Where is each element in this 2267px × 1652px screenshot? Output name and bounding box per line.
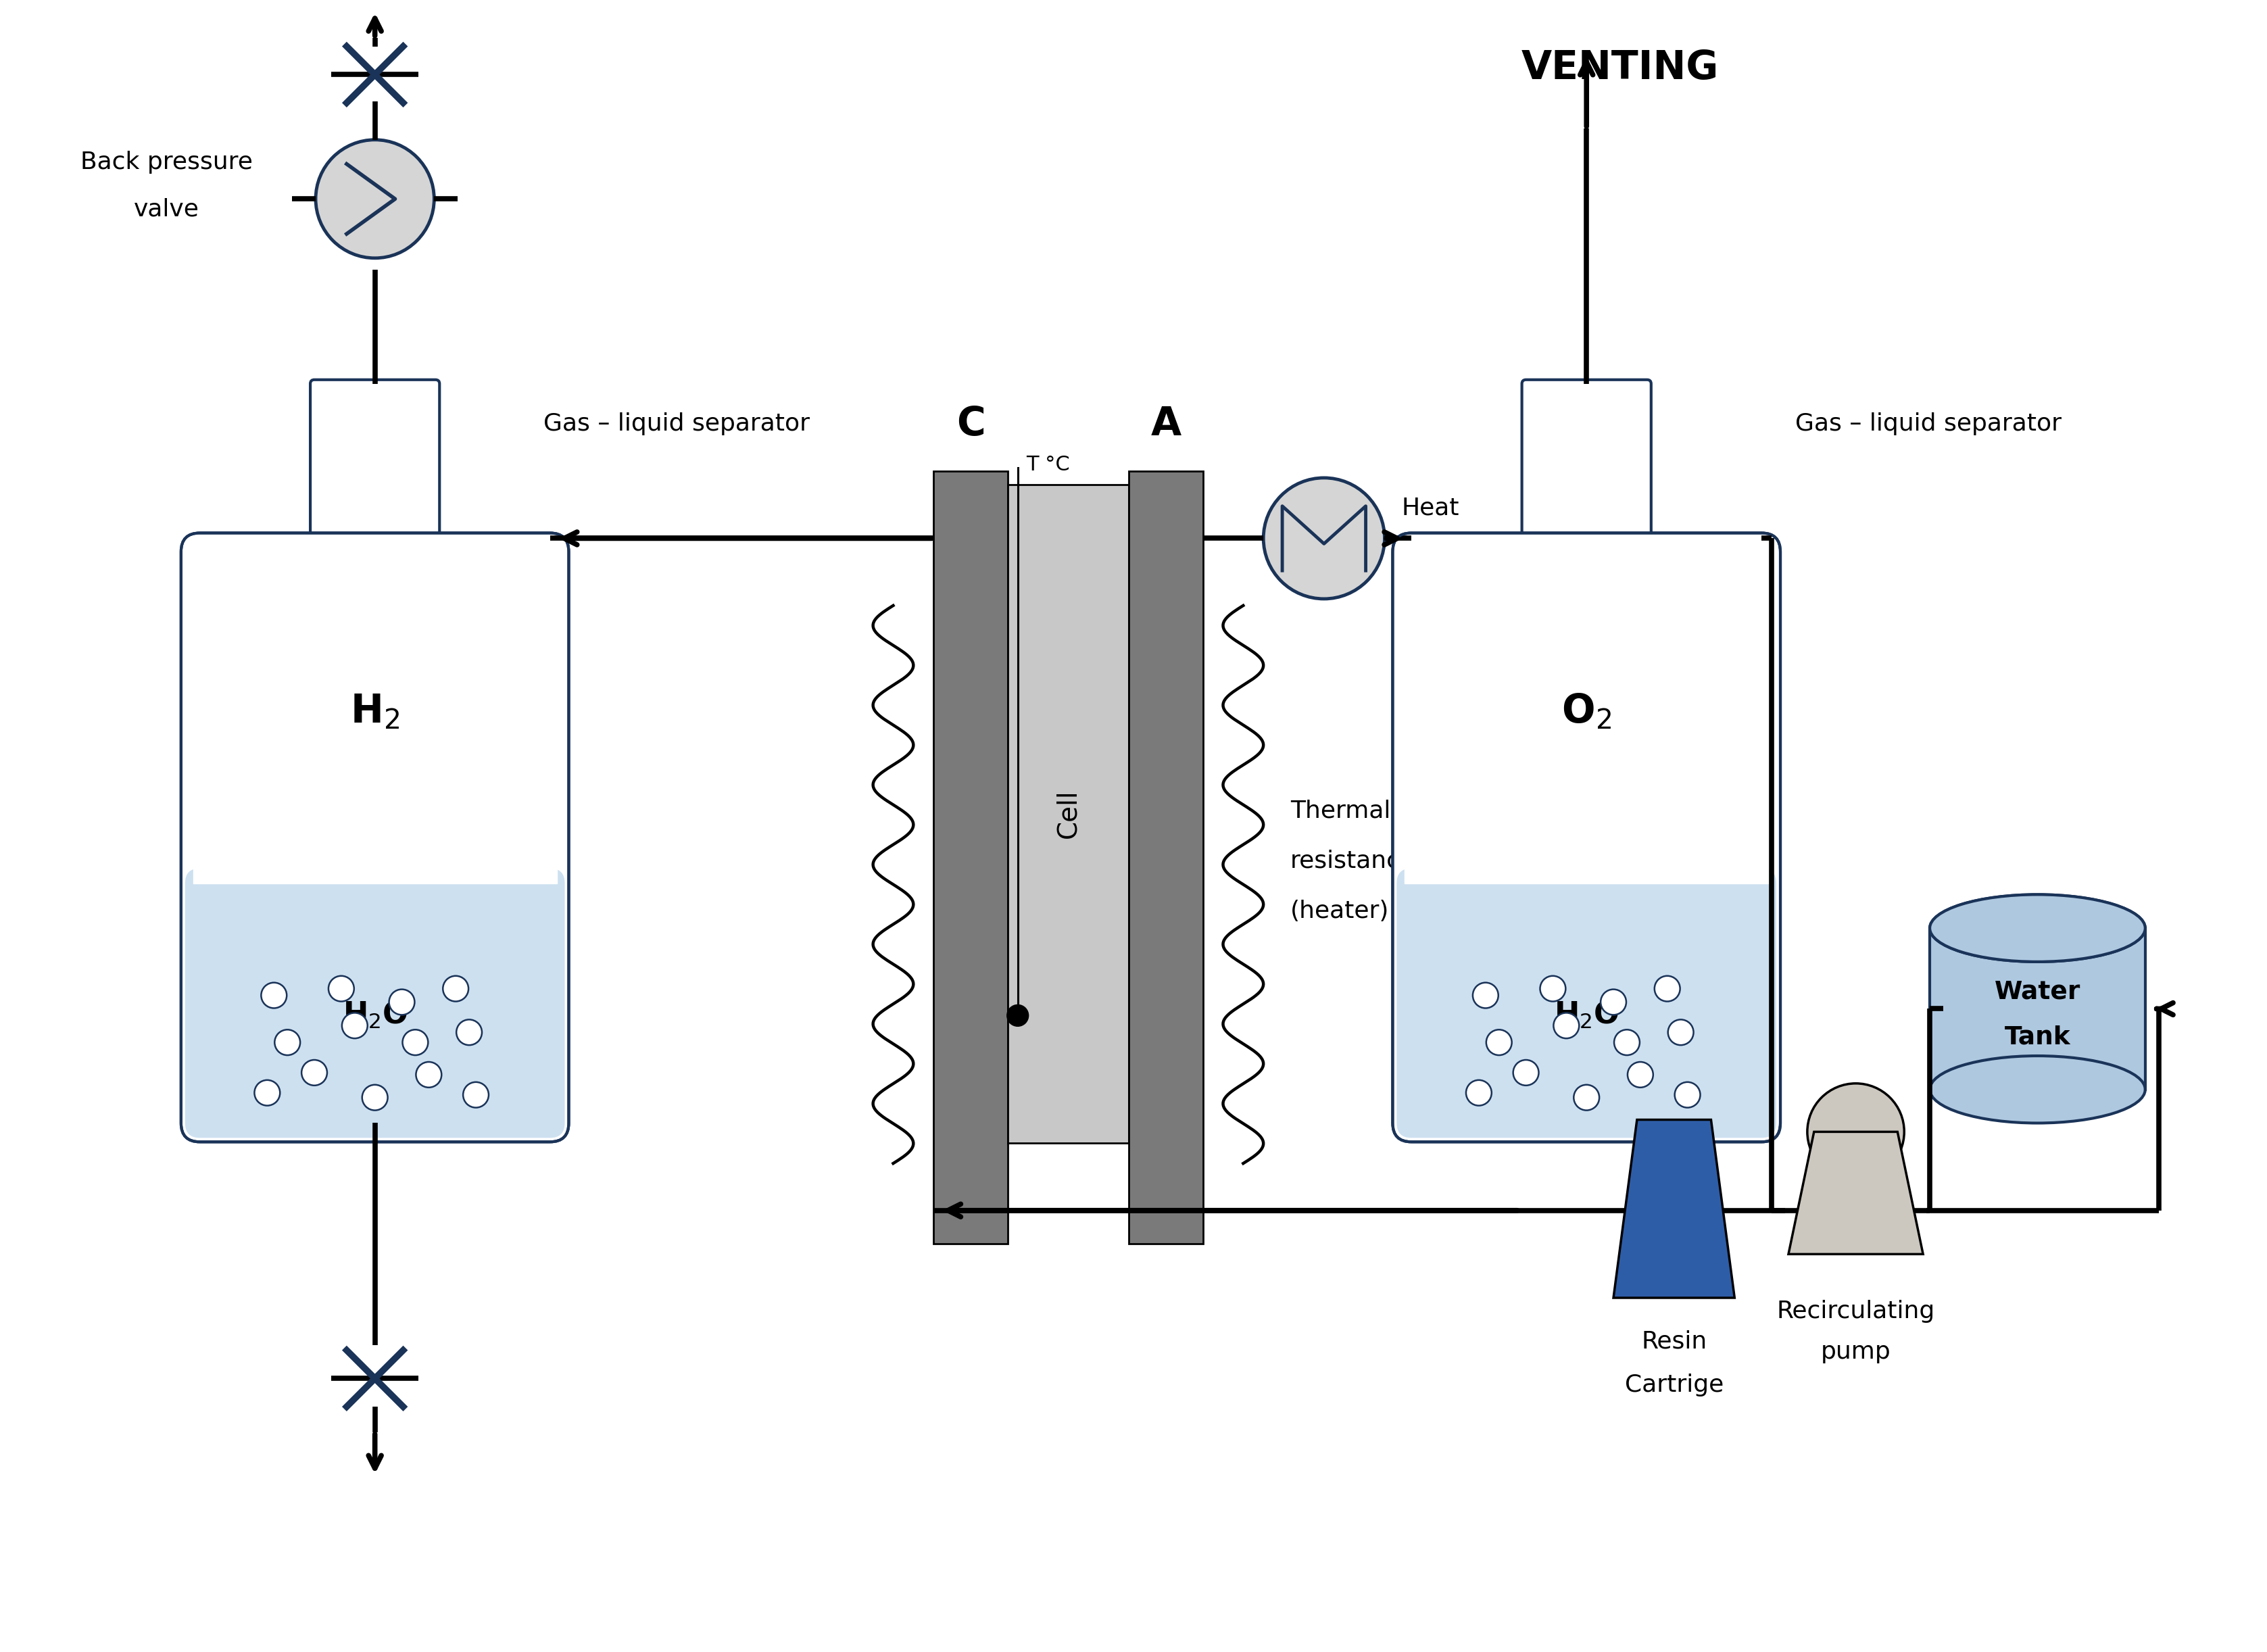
Text: VENTING: VENTING — [1521, 48, 1718, 88]
Circle shape — [302, 1061, 326, 1085]
Circle shape — [415, 1062, 442, 1087]
FancyBboxPatch shape — [181, 534, 569, 1142]
Circle shape — [1807, 1084, 1904, 1180]
Circle shape — [1669, 1019, 1693, 1046]
Circle shape — [363, 1085, 388, 1110]
Circle shape — [1553, 1013, 1578, 1039]
Circle shape — [1512, 1061, 1539, 1085]
Text: Back pressure: Back pressure — [79, 150, 252, 173]
Circle shape — [1573, 1085, 1598, 1110]
Text: resistance: resistance — [1290, 849, 1415, 872]
Text: H$_2$: H$_2$ — [349, 692, 399, 730]
Text: Cell: Cell — [1054, 790, 1081, 839]
Text: Heat: Heat — [1401, 497, 1458, 520]
Circle shape — [1601, 990, 1625, 1014]
Text: Tank: Tank — [2004, 1024, 2070, 1049]
Ellipse shape — [1929, 894, 2145, 961]
Text: H$_2$O: H$_2$O — [1553, 999, 1619, 1031]
Circle shape — [390, 990, 415, 1014]
FancyBboxPatch shape — [186, 869, 564, 1138]
Circle shape — [261, 983, 286, 1008]
Circle shape — [401, 1029, 428, 1056]
Circle shape — [1485, 1029, 1512, 1056]
Circle shape — [1007, 1004, 1029, 1026]
Circle shape — [274, 1029, 299, 1056]
Text: Gas – liquid separator: Gas – liquid separator — [544, 413, 809, 436]
Circle shape — [329, 976, 354, 1001]
FancyBboxPatch shape — [1521, 380, 1650, 555]
Polygon shape — [1612, 1120, 1734, 1298]
Circle shape — [1614, 1029, 1639, 1056]
Bar — [1929, 928, 2145, 1089]
Text: exchanger: exchanger — [1401, 550, 1530, 573]
Text: C: C — [957, 405, 984, 443]
FancyBboxPatch shape — [1396, 869, 1775, 1138]
Circle shape — [1263, 477, 1385, 598]
Ellipse shape — [1929, 1056, 2145, 1123]
Circle shape — [1675, 1082, 1700, 1107]
Bar — [1129, 471, 1202, 1244]
Text: A: A — [1149, 405, 1181, 443]
Circle shape — [456, 1019, 483, 1046]
Text: pump: pump — [1820, 1340, 1891, 1363]
Bar — [1007, 484, 1129, 1143]
Circle shape — [1464, 1080, 1492, 1105]
Text: valve: valve — [134, 198, 199, 220]
Text: Cartrige: Cartrige — [1623, 1374, 1723, 1396]
Text: Gas – liquid separator: Gas – liquid separator — [1795, 413, 2061, 436]
Circle shape — [342, 1013, 367, 1039]
Text: Thermal: Thermal — [1290, 800, 1390, 823]
Circle shape — [254, 1080, 279, 1105]
Circle shape — [1655, 976, 1680, 1001]
Circle shape — [1628, 1062, 1653, 1087]
Polygon shape — [1789, 1132, 1922, 1254]
Text: Resin: Resin — [1641, 1330, 1707, 1353]
Circle shape — [462, 1082, 487, 1107]
Circle shape — [1471, 983, 1498, 1008]
Text: O$_2$: O$_2$ — [1562, 692, 1612, 732]
Text: Water: Water — [1995, 980, 2079, 1004]
Text: (heater): (heater) — [1290, 900, 1390, 923]
Ellipse shape — [1929, 894, 2145, 961]
Circle shape — [315, 140, 433, 258]
Text: H$_2$O: H$_2$O — [342, 999, 408, 1031]
Circle shape — [442, 976, 469, 1001]
Text: Recirculating: Recirculating — [1775, 1300, 1934, 1323]
Bar — [934, 471, 1007, 1244]
FancyBboxPatch shape — [311, 380, 440, 555]
Text: T °C: T °C — [1027, 454, 1070, 474]
FancyBboxPatch shape — [1392, 534, 1780, 1142]
Circle shape — [1539, 976, 1564, 1001]
